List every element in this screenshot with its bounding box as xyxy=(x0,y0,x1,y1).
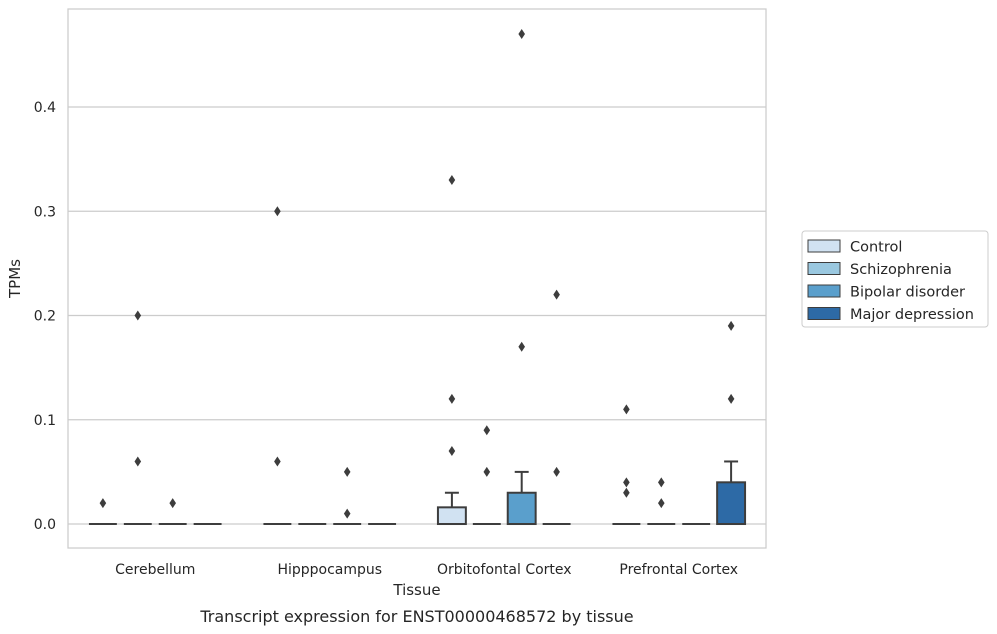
outlier-layer xyxy=(99,29,735,519)
legend-swatch xyxy=(807,262,841,275)
outlier-point xyxy=(658,477,665,488)
x-tick-label: Orbitofontal Cortex xyxy=(437,562,572,578)
outlier-point xyxy=(518,29,525,40)
gridlines xyxy=(68,106,766,525)
outlier-point xyxy=(553,466,560,477)
outlier-point xyxy=(448,446,456,457)
y-axis-ticks: 0.0 0.1 0.2 0.3 0.4 xyxy=(34,100,56,533)
outlier-point xyxy=(623,487,630,498)
outlier-point xyxy=(448,393,456,404)
box xyxy=(506,491,537,526)
outlier-point xyxy=(483,466,491,477)
legend-label: Major depression xyxy=(850,307,974,323)
legend-swatch xyxy=(807,284,841,298)
outlier-point xyxy=(623,404,630,415)
box-layer xyxy=(88,460,747,526)
x-axis-title: Tissue xyxy=(392,581,440,599)
outlier-point xyxy=(134,310,142,321)
y-tick-label: 0.4 xyxy=(34,100,56,116)
legend-swatch xyxy=(807,239,841,253)
box xyxy=(436,506,467,526)
outlier-point xyxy=(343,508,351,519)
legend-label: Control xyxy=(850,240,902,256)
outlier-point xyxy=(99,498,107,509)
outlier-point xyxy=(134,456,142,467)
y-tick-label: 0.2 xyxy=(34,309,56,325)
legend-label: Schizophrenia xyxy=(850,262,952,278)
x-axis-ticks: Cerebellum Hipppocampus Orbitofontal Corte… xyxy=(115,562,738,578)
outlier-point xyxy=(169,498,176,509)
outlier-point xyxy=(727,320,735,331)
outlier-point xyxy=(274,206,281,217)
y-tick-label: 0.3 xyxy=(34,204,56,220)
legend-label: Bipolar disorder xyxy=(850,285,965,301)
outlier-point xyxy=(553,289,560,300)
outlier-point xyxy=(518,341,525,352)
legend-frame xyxy=(801,230,989,328)
x-tick-label: Prefrontal Cortex xyxy=(619,562,738,578)
outlier-point xyxy=(727,393,735,404)
outlier-point xyxy=(483,425,491,436)
outlier-point xyxy=(658,498,665,509)
legend: Control Schizophrenia Bipolar disorder Majo… xyxy=(801,230,989,328)
outlier-point xyxy=(274,456,281,467)
outlier-point xyxy=(343,466,351,477)
y-tick-label: 0.0 xyxy=(34,517,56,533)
plot-area-frame xyxy=(67,8,767,549)
x-tick-label: Cerebellum xyxy=(115,562,195,578)
box xyxy=(716,481,747,526)
outlier-point xyxy=(448,174,456,185)
legend-swatch xyxy=(807,307,841,320)
x-tick-label: Hipppocampus xyxy=(277,562,382,578)
chart-caption: Transcript expression for ENST0000046857… xyxy=(199,607,633,626)
y-tick-label: 0.1 xyxy=(34,413,56,429)
y-axis-title: TPMs xyxy=(6,259,24,299)
outlier-point xyxy=(623,477,630,488)
